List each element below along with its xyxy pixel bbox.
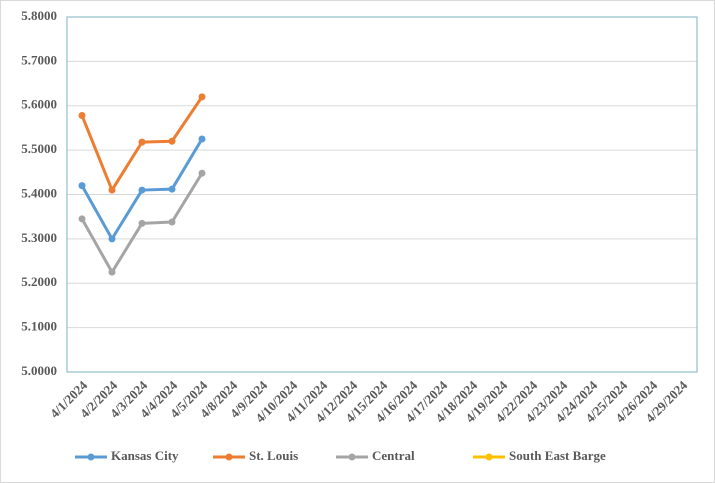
y-tick-label: 5.5000 [21, 141, 57, 156]
y-tick-label: 5.0000 [21, 363, 57, 378]
legend-marker [348, 453, 356, 461]
y-tick-label: 5.2000 [21, 274, 57, 289]
legend-label: Central [372, 448, 415, 463]
point-marker [108, 235, 116, 243]
point-marker [168, 137, 176, 145]
y-tick-label: 5.6000 [21, 97, 57, 112]
plot-area-border [66, 16, 698, 373]
y-tick-label: 5.4000 [21, 185, 57, 200]
point-marker [78, 215, 86, 223]
point-marker [198, 169, 206, 177]
y-tick-label: 5.7000 [21, 52, 57, 67]
point-marker [78, 112, 86, 120]
y-tick-label: 5.1000 [21, 319, 57, 334]
y-tick-label: 5.8000 [21, 8, 57, 23]
legend-marker [485, 453, 493, 461]
point-marker [108, 268, 116, 276]
point-marker [198, 135, 206, 143]
point-marker [138, 186, 146, 194]
point-marker [198, 93, 206, 101]
y-tick-label: 5.3000 [21, 230, 57, 245]
point-marker [168, 185, 176, 193]
point-marker [168, 218, 176, 226]
point-marker [138, 219, 146, 227]
legend-label: St. Louis [249, 448, 298, 463]
point-marker [78, 182, 86, 190]
legend-label: Kansas City [111, 448, 179, 463]
legend-label: South East Barge [509, 448, 606, 463]
legend-marker [87, 453, 95, 461]
point-marker [108, 186, 116, 194]
point-marker [138, 138, 146, 146]
legend-marker [225, 453, 233, 461]
